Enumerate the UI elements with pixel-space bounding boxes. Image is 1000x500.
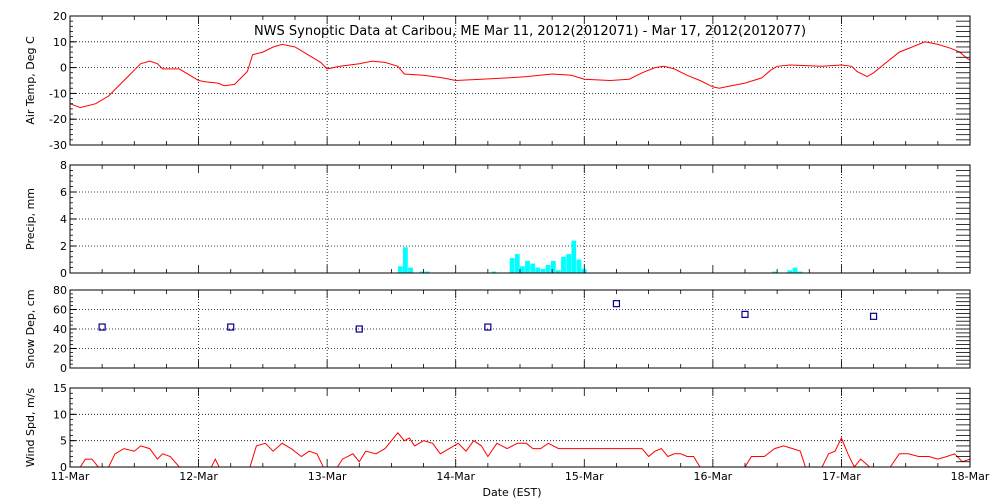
precip-bar-4 xyxy=(424,271,430,273)
x-axis-label: Date (EST) xyxy=(482,486,541,499)
snow_depth-ytick-label-3: 20 xyxy=(53,343,67,356)
precip-bar-1 xyxy=(403,247,408,273)
precip-bar-2 xyxy=(408,267,413,273)
x-tick-label-6: 17-Mar xyxy=(822,470,861,483)
air_temp-ytick-label-5: -30 xyxy=(49,139,67,152)
precip-bar-14 xyxy=(550,260,556,273)
precip-ytick-label-0: 8 xyxy=(60,159,67,172)
x-tick-label-0: 11-Mar xyxy=(51,470,90,483)
precip-bar-19 xyxy=(576,259,582,273)
snow_depth-point-2 xyxy=(355,325,363,333)
precip-bar-23 xyxy=(792,267,798,273)
precip-ytick-label-3: 2 xyxy=(60,240,67,253)
precip-bar-7 xyxy=(514,254,520,273)
x-tick-label-4: 15-Mar xyxy=(565,470,604,483)
precip-bar-16 xyxy=(561,256,566,273)
precip-bar-12 xyxy=(540,268,546,273)
precip-panel: 8 6 4 2 0 Precip, mm xyxy=(24,159,971,280)
snow_depth-panel: 80 60 40 20 0 Snow Dep, cm xyxy=(24,284,971,375)
snow_depth-ytick-label-4: 0 xyxy=(60,362,67,375)
x-tick-label-5: 16-Mar xyxy=(693,470,732,483)
x-tick-label-1: 12-Mar xyxy=(179,470,218,483)
precip-bar-8 xyxy=(520,266,525,274)
precip-bar-3 xyxy=(419,271,425,273)
chart-title: NWS Synoptic Data at Caribou, ME Mar 11,… xyxy=(254,24,806,39)
snow_depth-point-0 xyxy=(98,323,106,331)
snow_depth-y-axis-label: Snow Dep, cm xyxy=(24,289,37,368)
precip-bar-5 xyxy=(491,271,497,273)
precip-y-axis-label: Precip, mm xyxy=(24,188,37,250)
precip-bar-0 xyxy=(397,266,403,274)
precip-bar-11 xyxy=(535,267,541,273)
x-tick-label-7: 18-Mar xyxy=(951,470,990,483)
wind_speed-panel: 15 10 5 0 Wind Spd, m/s xyxy=(24,382,971,474)
snow_depth-point-4 xyxy=(612,300,621,308)
precip-ytick-label-1: 6 xyxy=(60,186,67,199)
wind_speed-frame xyxy=(69,387,971,468)
snow_depth-point-3 xyxy=(484,323,492,331)
precip-bar-10 xyxy=(530,263,536,273)
air_temp-ytick-label-3: -10 xyxy=(49,87,67,100)
precip-ytick-label-4: 0 xyxy=(60,267,67,280)
air_temp-ytick-label-0: 20 xyxy=(53,10,67,23)
precip-bar-22 xyxy=(787,270,793,273)
wind_speed-ytick-label-2: 5 xyxy=(60,435,67,448)
precip-bar-6 xyxy=(509,258,515,273)
snow_depth-ytick-label-2: 40 xyxy=(53,323,67,336)
precip-bar-21 xyxy=(772,271,777,273)
snow_depth-point-1 xyxy=(227,323,235,331)
snow_depth-point-6 xyxy=(869,312,878,320)
wind_speed-series-line xyxy=(70,432,971,468)
precip-bar-18 xyxy=(571,240,577,273)
snow_depth-ytick-label-1: 60 xyxy=(53,304,67,317)
snow_depth-ytick-label-0: 80 xyxy=(53,284,67,297)
air_temp-panel: 20 10 0 -10 -20 -30 Air Temp, Deg C xyxy=(24,10,971,152)
air_temp-ytick-label-1: 10 xyxy=(53,36,67,49)
x-tick-label-3: 14-Mar xyxy=(436,470,475,483)
air_temp-series-line xyxy=(69,41,971,109)
air_temp-ytick-label-2: 0 xyxy=(60,62,67,75)
precip-bar-24 xyxy=(797,271,803,273)
precip-bar-13 xyxy=(545,264,551,273)
air_temp-ytick-label-4: -20 xyxy=(49,113,67,126)
wind_speed-ytick-label-3: 0 xyxy=(60,461,67,474)
wind_speed-ytick-label-1: 10 xyxy=(53,408,67,421)
precip-bar-17 xyxy=(566,254,572,273)
air_temp-y-axis-label: Air Temp, Deg C xyxy=(24,36,37,125)
precip-ytick-label-2: 4 xyxy=(60,213,67,226)
wind_speed-ytick-label-0: 15 xyxy=(53,382,67,395)
precip-bar-15 xyxy=(556,270,561,273)
precip-bar-9 xyxy=(525,260,530,273)
x-tick-label-2: 13-Mar xyxy=(308,470,347,483)
wind_speed-y-axis-label: Wind Spd, m/s xyxy=(24,388,37,468)
snow_depth-point-5 xyxy=(741,310,749,318)
